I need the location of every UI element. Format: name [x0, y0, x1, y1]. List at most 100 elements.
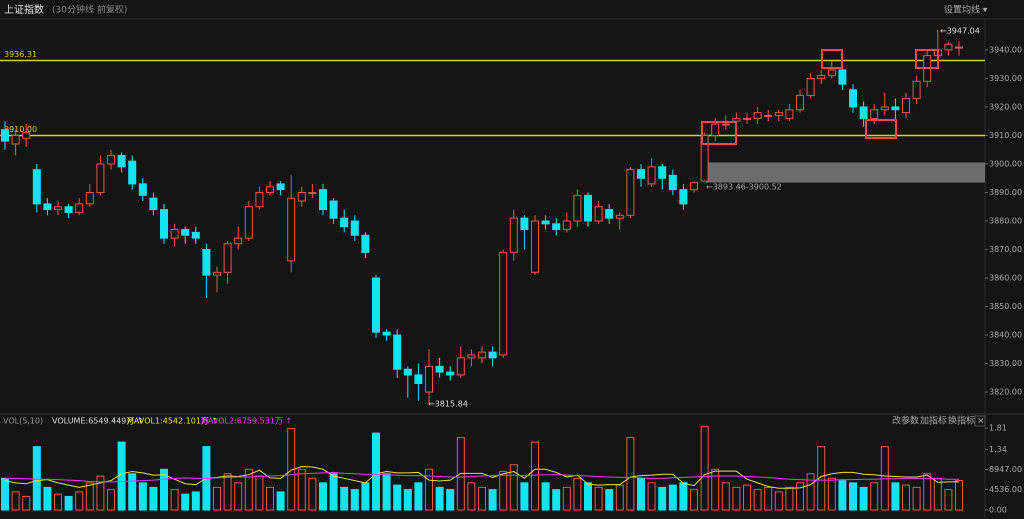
volume-bar	[117, 441, 126, 511]
volume-bar	[870, 482, 879, 511]
candle-body	[117, 154, 126, 168]
candle-body	[615, 214, 624, 219]
y-tick-label: 3910.00	[989, 131, 1022, 140]
annotation: ←3947.04	[940, 27, 980, 36]
candle-body	[255, 191, 264, 208]
candle-body	[128, 160, 137, 185]
volume-bar	[1, 477, 9, 511]
candle-body	[785, 109, 794, 119]
volume-bar	[22, 495, 31, 511]
candle-body	[393, 334, 402, 370]
candle-body	[690, 182, 698, 191]
candle-body	[774, 112, 783, 117]
highlight-box	[701, 121, 737, 145]
candle-body	[308, 191, 317, 194]
candle-body	[414, 374, 423, 384]
candle-body	[266, 186, 274, 193]
volume-bar	[605, 489, 614, 511]
candle-body	[584, 194, 592, 222]
y-tick-label: 3880.00	[989, 216, 1022, 225]
ma-line	[4, 466, 959, 489]
candle-body	[806, 77, 815, 97]
candle-body	[891, 106, 900, 111]
candle-body	[541, 220, 550, 225]
volume-bar	[255, 475, 264, 511]
y-tick-label: 0.00	[989, 506, 1007, 515]
volume-bar	[944, 489, 953, 511]
candle-body	[234, 237, 243, 245]
candle-body	[382, 331, 391, 336]
volume-bar	[626, 437, 635, 511]
toolbar-button[interactable]: 换指标	[948, 415, 975, 427]
volume-bar	[11, 491, 20, 511]
volume-bar	[531, 441, 539, 511]
candle-body	[626, 169, 635, 216]
volume-bar	[244, 468, 253, 511]
candle-body	[902, 97, 910, 114]
volume-bar	[732, 486, 741, 511]
toolbar-button[interactable]: 加指标	[920, 415, 947, 427]
volume-bar	[573, 477, 582, 511]
candle-body	[276, 183, 285, 191]
candle-body	[859, 106, 868, 119]
volume-bar	[753, 489, 762, 511]
volume-bar	[562, 486, 571, 511]
candle-body	[191, 231, 200, 239]
legend-entry: MAVOL1:4542.101万 ↑	[127, 417, 218, 426]
candle-body	[647, 166, 656, 185]
candle-body	[170, 229, 179, 239]
y-tick-label: 3900.00	[989, 159, 1022, 168]
y-tick-label: 4536.00	[989, 485, 1022, 494]
candle-body	[350, 220, 359, 236]
candle-body	[244, 206, 253, 239]
candle-body	[22, 132, 31, 139]
volume-bar	[647, 482, 656, 511]
close-box[interactable]	[974, 415, 986, 427]
volume-bar	[350, 489, 359, 511]
candle-body	[149, 197, 158, 211]
volume-bar	[520, 482, 529, 511]
candle-body	[499, 251, 508, 356]
volume-bar	[902, 484, 910, 511]
volume-bar	[149, 486, 158, 511]
candle-body	[509, 217, 518, 253]
volume-bar	[266, 486, 274, 511]
y-tick-label: 3850.00	[989, 302, 1022, 311]
volume-bar	[382, 473, 391, 511]
close-button[interactable]: ×	[977, 417, 985, 427]
volume-bar	[923, 473, 932, 511]
candle-body	[85, 191, 94, 205]
candle-body	[637, 169, 645, 179]
toolbar-button[interactable]: 改参数	[892, 415, 919, 427]
candle-body	[520, 217, 529, 231]
volume-bar	[213, 486, 221, 511]
candle-body	[467, 354, 476, 359]
volume-bar	[234, 482, 243, 511]
candle-body	[838, 69, 847, 85]
volume-bar	[467, 482, 476, 511]
candle-body	[668, 174, 677, 191]
candle-body	[955, 46, 963, 49]
candle-body	[54, 206, 62, 211]
volume-bar	[403, 489, 412, 511]
menu[interactable]: 设置均线 ▾	[944, 4, 988, 16]
candle-body	[552, 223, 561, 231]
candle-body	[478, 351, 486, 359]
volume-bar	[849, 482, 857, 511]
volume-bar	[584, 482, 592, 511]
highlight-box	[821, 49, 843, 69]
y-tick-label: 1.34	[989, 445, 1007, 454]
volume-bar	[891, 482, 900, 511]
candle-body	[11, 134, 20, 145]
y-tick-label: 3860.00	[989, 274, 1022, 283]
volume-bar	[721, 482, 730, 511]
volume-bar	[32, 446, 41, 511]
volume-bar	[170, 489, 179, 511]
candle-body	[562, 220, 571, 231]
volume-bar	[637, 477, 645, 511]
candle-body	[181, 229, 190, 236]
subtitle: (30分钟线 前复权)	[52, 4, 127, 16]
candle-body	[732, 117, 741, 122]
